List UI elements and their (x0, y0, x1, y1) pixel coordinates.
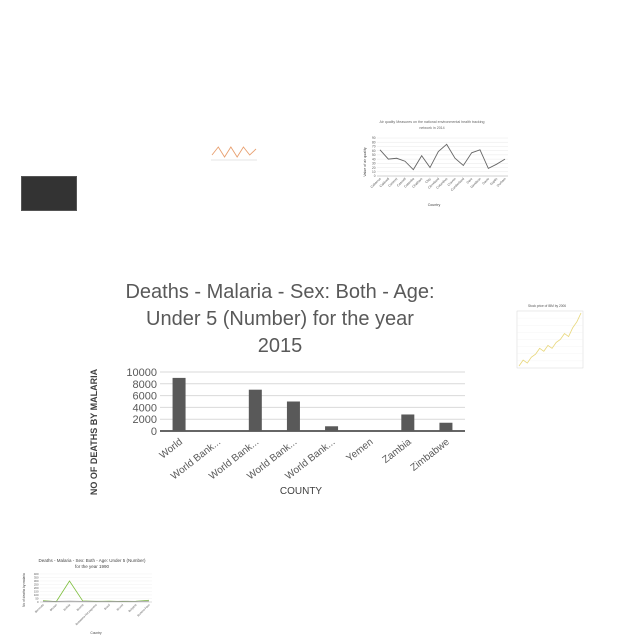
y-tick-label: 100 (34, 593, 39, 597)
x-tick-label: Bosnia (76, 603, 85, 612)
price-line (518, 312, 582, 367)
aq-y-axis-label: Value of air quality (363, 147, 367, 177)
x-tick-label: Brunei (116, 603, 125, 612)
aq-title-line-2: network in 2014 (419, 126, 444, 130)
x-tick-label: Bhutan (49, 603, 58, 612)
y-axis-label: NO OF DEATHS BY MALARIA (89, 368, 99, 495)
y-tick-label: 0 (374, 174, 376, 178)
x-tick-label: Catawba (403, 177, 415, 189)
y-tick-label: 70 (372, 145, 376, 149)
chart-title-line-1: Deaths - Malaria - Sex: Both - Age: (125, 281, 434, 303)
stock-title: Stock price of IBM by 2006 (528, 304, 566, 308)
stock-price-chart: Stock price of IBM by 2006 (516, 304, 584, 369)
m1990-x-axis-label: Country (90, 631, 102, 635)
bar (286, 401, 300, 431)
malaria-1990-line-chart: Deaths - Malaria - Sex: Both - Age: Unde… (22, 558, 152, 635)
air-quality-line-chart: Air quality Measures on the national env… (363, 120, 508, 207)
y-tick-label: 10000 (126, 367, 157, 379)
x-tick-label: Zambia (381, 436, 414, 465)
x-tick-label: Brazil (103, 603, 111, 611)
y-tick-label: 8000 (133, 379, 157, 391)
small-orange-line-chart (211, 146, 257, 161)
x-tick-label: Caswell (396, 177, 407, 188)
y-tick-label: 20 (372, 166, 376, 170)
x-tick-label: Davie (481, 177, 490, 186)
m1990-title-line-1: Deaths - Malaria - Sex: Both - Age: Unde… (38, 558, 146, 563)
series-line (211, 146, 257, 158)
y-tick-label: 350 (34, 576, 39, 580)
y-tick-label: 250 (34, 583, 39, 587)
x-tick-label: Duplin (489, 177, 498, 186)
y-tick-label: 50 (35, 597, 39, 601)
chart-title-line-2: Under 5 (Number) for the year (146, 308, 414, 330)
y-tick-label: 0 (151, 426, 157, 438)
data-line (379, 143, 506, 171)
x-tick-label: Bulgaria (127, 603, 137, 613)
dark-chart-thumbnail (21, 176, 77, 211)
y-tick-label: 10 (372, 170, 376, 174)
x-tick-label: Burkina Faso (136, 603, 151, 618)
m1990-title-line-2: for the year 1990 (75, 564, 110, 569)
x-tick-label: Yemen (345, 437, 376, 465)
x-tick-label: World (158, 437, 185, 462)
y-tick-label: 30 (372, 162, 376, 166)
aq-x-axis-label: Country (428, 203, 441, 207)
bar (439, 422, 453, 431)
bar (325, 426, 339, 431)
x-tick-label: Dare (466, 177, 474, 185)
y-tick-label: 60 (372, 149, 376, 153)
y-tick-label: 6000 (133, 391, 157, 403)
chart-title-line-3: 2015 (258, 335, 303, 357)
y-tick-label: 90 (372, 136, 376, 140)
y-tick-label: 40 (372, 157, 376, 161)
y-tick-label: 50 (372, 153, 376, 157)
x-tick-label: Bermuda (34, 603, 45, 614)
y-tick-label: 400 (34, 572, 39, 576)
x-axis-label: COUNTY (280, 486, 323, 497)
x-tick-label: Craven (447, 177, 457, 187)
x-tick-label: Caldwell (379, 177, 391, 189)
bar (172, 377, 186, 431)
bar (401, 414, 415, 431)
malaria-2015-bar-chart: Deaths - Malaria - Sex: Both - Age: Unde… (89, 281, 465, 497)
x-tick-label: Durham (496, 177, 507, 188)
bar (248, 389, 262, 431)
x-tick-label: Clay (424, 177, 432, 185)
y-tick-label: 200 (34, 586, 39, 590)
aq-title-line-1: Air quality Measures on the national env… (379, 120, 484, 124)
x-tick-label: Zimbabwe (409, 436, 452, 473)
y-tick-label: 4000 (133, 402, 157, 414)
y-tick-label: 80 (372, 140, 376, 144)
y-tick-label: 300 (34, 579, 39, 583)
y-tick-label: 0 (37, 600, 39, 604)
y-tick-label: 2000 (133, 414, 157, 426)
m1990-y-axis-label: No of deaths by malaria (22, 573, 26, 607)
x-tick-label: Carteret (387, 177, 398, 188)
y-tick-label: 150 (34, 590, 39, 594)
x-tick-label: Bolivia (63, 603, 72, 612)
